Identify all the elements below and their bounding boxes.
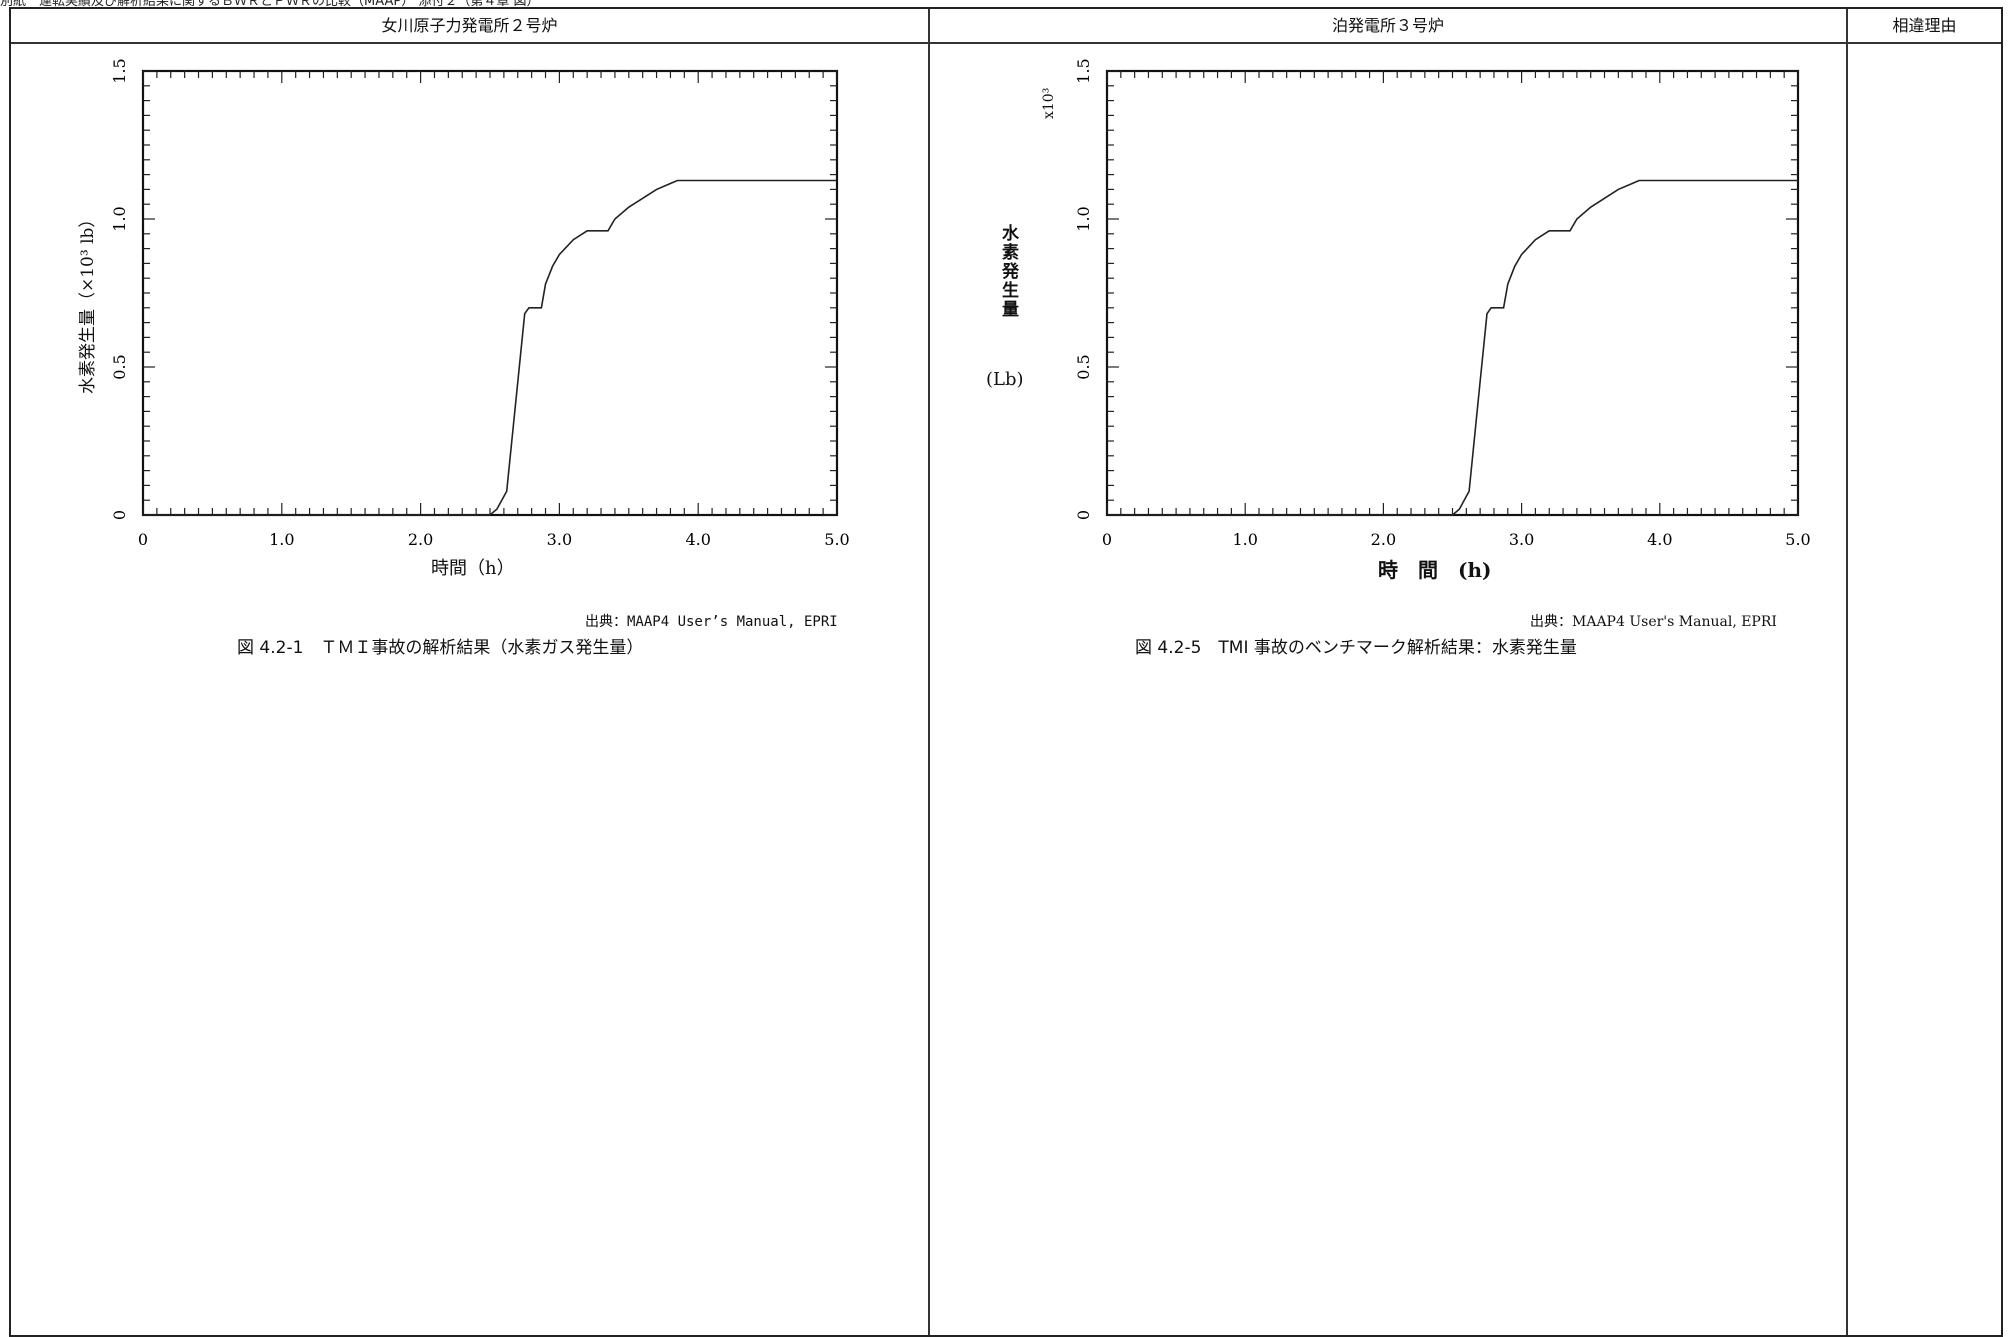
left-chart-xtick-label: 3.0: [547, 530, 572, 549]
left-chart-xtick-label: 1.0: [269, 530, 294, 549]
right-chart-xtick-label: 0: [1102, 530, 1112, 549]
left-chart-ytick-label: 0.5: [110, 354, 129, 379]
right-chart: 0 1.0 2.0 3.0 4.0 5.0 0 0.5 1.0 1.5: [1074, 58, 1811, 549]
right-figure-caption: 図 4.2-5 TMI 事故のベンチマーク解析結果：水素発生量: [1135, 638, 1577, 658]
left-chart-xtick-label: 5.0: [824, 530, 849, 549]
left-chart: 0 1.0 2.0 3.0 4.0 5.0 0 0.5 1.0 1.5: [110, 58, 850, 549]
left-chart-ylabel: 水素発生量（×10³ lb）: [78, 210, 98, 394]
right-chart-ytick-label: 1.0: [1074, 206, 1093, 231]
right-chart-ytick-label: 0: [1074, 510, 1093, 520]
left-chart-plot-frame: [141, 69, 839, 517]
right-chart-ytick-label: 0.5: [1074, 354, 1093, 379]
column-divider-2: [1846, 9, 1848, 1335]
left-chart-ytick-label: 1.0: [110, 206, 129, 231]
right-chart-xtick-label: 2.0: [1371, 530, 1396, 549]
left-chart-xtick-label: 0: [138, 530, 148, 549]
left-chart-ytick-label: 0: [110, 510, 129, 520]
right-figure: 0 1.0 2.0 3.0 4.0 5.0 0 0.5 1.0 1.5 x10³ 水素発生量 (L…: [930, 49, 1846, 669]
header-left: 女川原子力発電所２号炉: [381, 16, 558, 35]
header-right: 相違理由: [1892, 16, 1957, 35]
left-chart-xtick-label: 2.0: [408, 530, 433, 549]
right-chart-ylabel: 水素発生量: [998, 224, 1018, 319]
right-chart-yunit: (Lb): [986, 369, 1024, 390]
right-figure-source: 出典：MAAP4 User's Manual, EPRI: [1530, 614, 1777, 630]
right-chart-plot-frame: [1105, 69, 1800, 517]
right-chart-xtick-label: 4.0: [1647, 530, 1672, 549]
left-chart-series-line: [143, 179, 837, 516]
comparison-table: 女川原子力発電所２号炉 泊発電所３号炉 相違理由 0 1.0 2.0 3.0 4.0 5.…: [9, 7, 2003, 1337]
right-chart-xtick-label: 3.0: [1509, 530, 1534, 549]
header-mid: 泊発電所３号炉: [1331, 16, 1444, 35]
header-divider: [11, 42, 2001, 44]
left-figure-caption: 図 4.2-1 ＴＭＩ事故の解析結果（水素ガス発生量）: [237, 638, 644, 658]
left-figure-source: 出典：MAAP4 User’s Manual, EPRI: [585, 614, 838, 630]
right-chart-xlabel: 時 間 (h): [1378, 558, 1492, 582]
right-chart-xtick-label: 5.0: [1785, 530, 1810, 549]
right-chart-series-line: [1107, 179, 1798, 516]
left-figure: 0 1.0 2.0 3.0 4.0 5.0 0 0.5 1.0 1.5 水素発生量（×10³ lb…: [11, 49, 928, 669]
left-chart-ytick-label: 1.5: [110, 58, 129, 83]
right-chart-yscale: x10³: [1041, 87, 1057, 119]
left-chart-xtick-label: 4.0: [685, 530, 710, 549]
right-chart-xtick-label: 1.0: [1232, 530, 1257, 549]
right-chart-ytick-label: 1.5: [1074, 58, 1093, 83]
column-divider-1: [928, 9, 930, 1335]
top-strip-text: 別紙 運転実績及び解析結果に関するＢＷＲとＰＷＲの比較（MAAP） 添付２（第４…: [0, 0, 540, 8]
left-chart-xlabel: 時間（h）: [431, 558, 515, 579]
